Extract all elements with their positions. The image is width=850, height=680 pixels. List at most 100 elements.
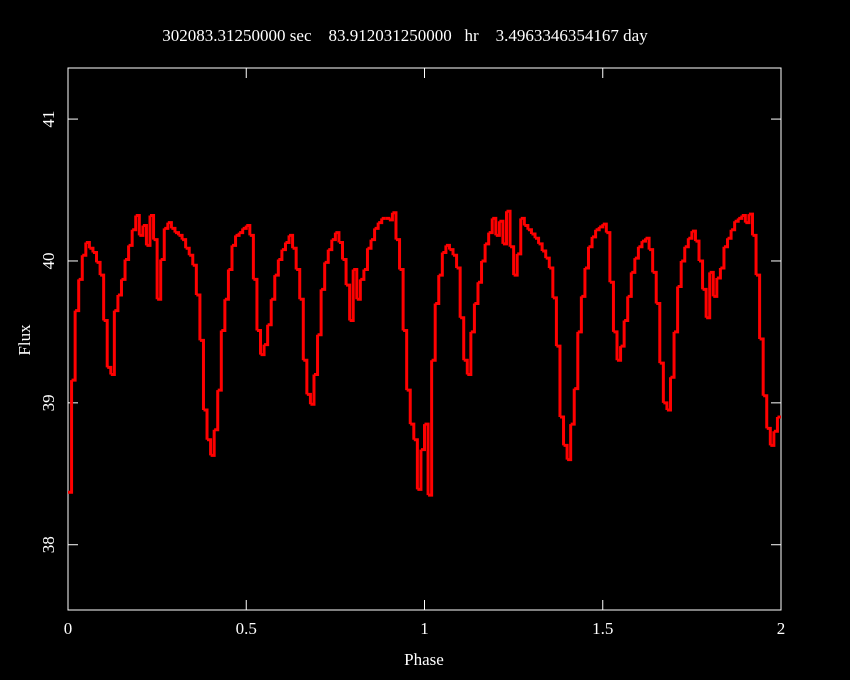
step-segment [71,310,77,382]
step-segment [617,346,623,362]
step-segment [342,258,348,286]
step-segment [214,390,220,432]
step-segment [748,212,754,236]
step-segment [495,221,501,237]
step-segment [691,229,697,242]
step-segment [510,245,516,276]
step-segment [196,293,202,341]
step-segment [107,365,113,375]
step-segment [256,328,263,355]
step-segment [128,229,134,247]
step-segment [666,377,672,412]
step-segment [371,228,377,242]
step-segment [96,260,102,276]
step-segment [75,279,81,313]
step-segment [631,258,637,274]
step-segment [720,246,726,270]
step-segment [453,253,459,269]
step-segment [467,331,473,376]
step-segment [542,249,548,259]
step-segment [142,223,148,246]
step-segment [92,250,99,263]
step-segment [674,286,680,334]
step-segment [670,331,676,379]
step-segment [763,394,769,429]
step-segment [68,380,74,494]
step-segment [556,344,562,418]
step-segment [296,267,302,300]
step-segment [502,211,508,246]
step-segment [549,266,555,298]
step-segment [638,241,644,249]
step-segment [727,229,733,240]
step-segment [303,358,309,395]
step-segment [602,222,608,233]
step-segment [338,241,345,260]
x-axis-label: Phase [404,650,444,669]
y-tick-label: 41 [39,111,58,128]
y-axis-label: Flux [15,324,34,356]
step-segment [253,277,259,331]
step-segment [363,248,369,271]
step-segment [231,235,238,247]
step-segment [613,330,619,361]
step-segment [723,238,730,249]
step-segment [260,344,266,357]
step-segment [246,223,252,236]
step-segment [125,245,131,262]
step-segment [356,279,362,301]
step-segment [702,287,708,318]
step-segment [559,415,566,446]
step-segment [135,214,141,236]
step-segment [756,273,762,339]
step-segment [399,267,405,331]
step-segment [292,246,298,270]
step-segment [310,374,316,406]
step-segment [584,246,590,270]
step-segment [656,302,662,364]
step-segment [374,222,380,230]
step-segment [228,245,234,271]
step-segment [574,331,580,391]
step-segment [624,296,630,323]
step-segment [224,269,230,301]
step-segment [139,225,145,237]
step-segment [85,241,91,249]
step-segment [699,259,705,290]
step-segment [157,259,163,301]
step-segment [442,245,448,254]
step-segment [121,259,127,281]
step-segment [100,273,106,321]
step-segment [620,320,626,348]
step-segment [652,270,658,304]
step-segment [745,214,751,225]
step-segment [264,324,270,347]
step-segment [360,269,366,281]
x-tick-label: 0.5 [236,619,257,638]
x-tick-label: 1.5 [592,619,613,638]
step-segment [114,295,120,313]
step-segment [773,417,779,433]
step-segment [752,233,758,276]
step-segment [417,449,423,491]
step-segment [663,401,669,410]
step-segment [563,443,569,460]
step-segment [731,221,737,232]
step-segment [460,316,466,361]
step-segment [677,260,683,289]
step-segment [716,268,722,280]
step-segment [488,218,494,235]
chart-title: 302083.31250000 sec 83.912031250000 hr 3… [162,26,648,45]
step-segment [470,303,476,334]
step-segment [517,218,523,256]
y-tick-label: 38 [39,536,58,553]
step-segment [321,262,327,291]
step-segment [328,239,334,252]
step-segment [299,297,305,361]
step-segment [570,388,576,426]
step-segment [153,238,159,300]
step-segment [449,248,455,256]
step-segment [552,296,558,347]
y-tick-label: 39 [39,394,58,411]
step-segment [606,231,612,283]
